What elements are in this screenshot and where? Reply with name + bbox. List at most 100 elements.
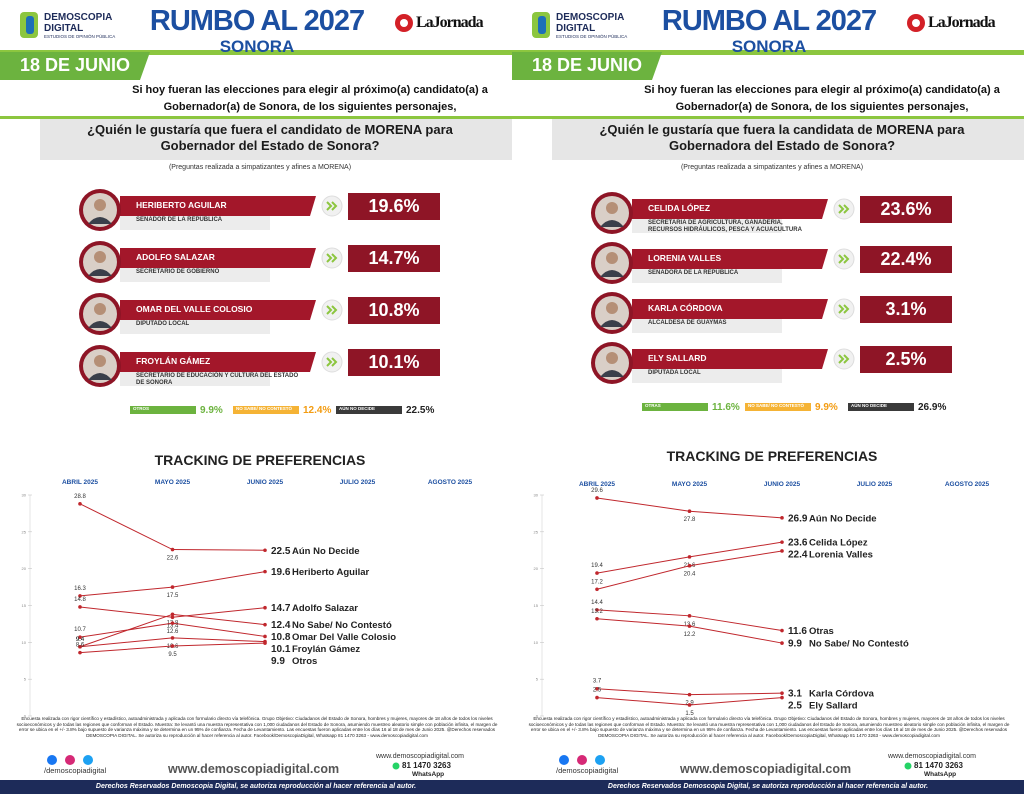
tracking-point <box>170 547 175 552</box>
point-value: 17.2 <box>591 579 603 585</box>
role-bar <box>632 215 782 233</box>
y-tick-label: 15 <box>22 603 27 608</box>
candidate-name: OMAR DEL VALLE COLOSIO <box>136 304 253 314</box>
name-bar <box>120 196 316 216</box>
month-label: MAYO 2025 <box>672 481 708 488</box>
value-box <box>348 193 440 220</box>
end-value: 19.6 <box>271 567 291 578</box>
date: 18 DE JUNIO <box>20 55 131 75</box>
y-tick-label: 0 <box>536 714 539 719</box>
month-label: MAYO 2025 <box>155 479 191 486</box>
tracking-point <box>263 622 267 627</box>
name-bar <box>120 248 316 268</box>
name-bar <box>632 249 828 269</box>
candidate-name: HERIBERTO AGUILAR <box>136 200 227 210</box>
panel: ABRIL 2025 MAYO 2025 JUNIO 2025 JULIO 2025 A… <box>512 0 1024 794</box>
subtitle: SONORA <box>219 37 295 56</box>
footer-bar <box>0 780 512 794</box>
others-bar <box>848 403 914 411</box>
y-tick-label: 10 <box>534 640 539 645</box>
candidate-role: SECRETARIO DE EDUCACIÓN Y CULTURA DEL ES… <box>136 373 299 386</box>
point-value: 17.5 <box>167 593 179 599</box>
end-value: 12.4 <box>271 620 291 631</box>
newspaper: LaJornada <box>416 14 484 31</box>
photo-body <box>88 217 112 224</box>
brand: DEMOSCOPIA DIGITAL <box>44 12 112 34</box>
y-tick-label: 20 <box>534 566 539 571</box>
candidate-value: 10.1% <box>368 352 420 372</box>
y-tick-label: 0 <box>24 714 27 719</box>
panel: ABRIL 2025 MAYO 2025 JUNIO 2025 JULIO 2025 A… <box>0 5 512 794</box>
point-value: 16.3 <box>74 586 86 592</box>
social-icon <box>577 755 587 765</box>
newspaper-icon <box>912 19 920 27</box>
others-bar <box>130 406 196 414</box>
end-value: 9.9 <box>788 639 802 650</box>
tracking-point <box>78 650 82 655</box>
subtitle: SONORA <box>731 37 807 56</box>
photo-face <box>606 302 618 314</box>
tracking-point <box>780 691 784 695</box>
date: 18 DE JUNIO <box>532 55 643 75</box>
question-box <box>552 118 1024 160</box>
arrow <box>838 254 850 264</box>
tracking-point <box>263 641 267 645</box>
point-value: 14.4 <box>591 600 603 606</box>
end-value: 11.6 <box>788 626 807 637</box>
tracking-point <box>780 641 784 645</box>
photo-body <box>600 220 624 227</box>
photo-body <box>88 373 112 380</box>
point-value: 1.5 <box>685 711 694 717</box>
point-value: 27.8 <box>684 517 696 523</box>
social-icon <box>83 755 93 765</box>
arrow <box>326 305 338 315</box>
photo-face <box>606 352 618 364</box>
phone: 81 1470 3263 <box>914 761 963 770</box>
tracking-point <box>170 621 175 625</box>
series-name: Adolfo Salazar <box>292 603 358 614</box>
value-box <box>860 246 952 273</box>
month-label: ABRIL 2025 <box>62 479 98 486</box>
arrow <box>326 201 338 211</box>
series-name: No Sabe/ No Contestó <box>809 639 909 650</box>
candidate-value: 23.6% <box>880 199 932 219</box>
end-value: 14.7 <box>271 603 291 614</box>
tracking-point <box>170 644 175 648</box>
others-bar <box>336 406 402 414</box>
series-name: Aún No Decide <box>809 513 877 524</box>
tracking-title: TRACKING DE PREFERENCIAS <box>154 452 366 468</box>
role-bar <box>632 315 782 333</box>
end-value: 22.5 <box>271 546 291 557</box>
y-tick-label: 30 <box>22 493 27 498</box>
candidate-role: DIPUTADA LOCAL <box>648 370 701 376</box>
tracking-point <box>263 548 267 553</box>
tracking-point <box>595 616 599 621</box>
candidate-name: KARLA CÓRDOVA <box>648 303 723 313</box>
photo-body <box>600 370 624 377</box>
footer: Derechos Reservados Demoscopia Digital, … <box>607 783 929 790</box>
tracking-point <box>687 624 692 628</box>
role-bar <box>120 316 270 334</box>
date-box <box>0 52 150 80</box>
others-label: AÚN NO DECIDE <box>851 403 888 408</box>
point-value: 10.7 <box>74 627 86 633</box>
photo-body <box>88 269 112 276</box>
series-name: Otros <box>292 656 317 667</box>
tracking-point <box>78 635 82 639</box>
role-bar <box>120 368 270 386</box>
point-value: 20.4 <box>684 572 696 578</box>
y-tick-label: 15 <box>534 603 539 608</box>
footer: Derechos Reservados Demoscopia Digital, … <box>95 783 417 790</box>
point-value: 13.2 <box>591 609 603 615</box>
methodology: Encuesta realizada con rigor científico … <box>528 716 1010 738</box>
question-accent <box>512 116 1024 119</box>
photo-face <box>94 251 106 263</box>
tracking-point <box>263 569 267 574</box>
series-name: Otras <box>809 626 834 637</box>
end-value: 23.6 <box>788 538 808 549</box>
others-label: NO SABE/ NO CONTESTÓ <box>748 403 805 408</box>
candidate-value: 14.7% <box>368 248 420 268</box>
tracking-point <box>687 563 692 568</box>
role-bar <box>120 212 270 230</box>
social-icon <box>65 755 75 765</box>
